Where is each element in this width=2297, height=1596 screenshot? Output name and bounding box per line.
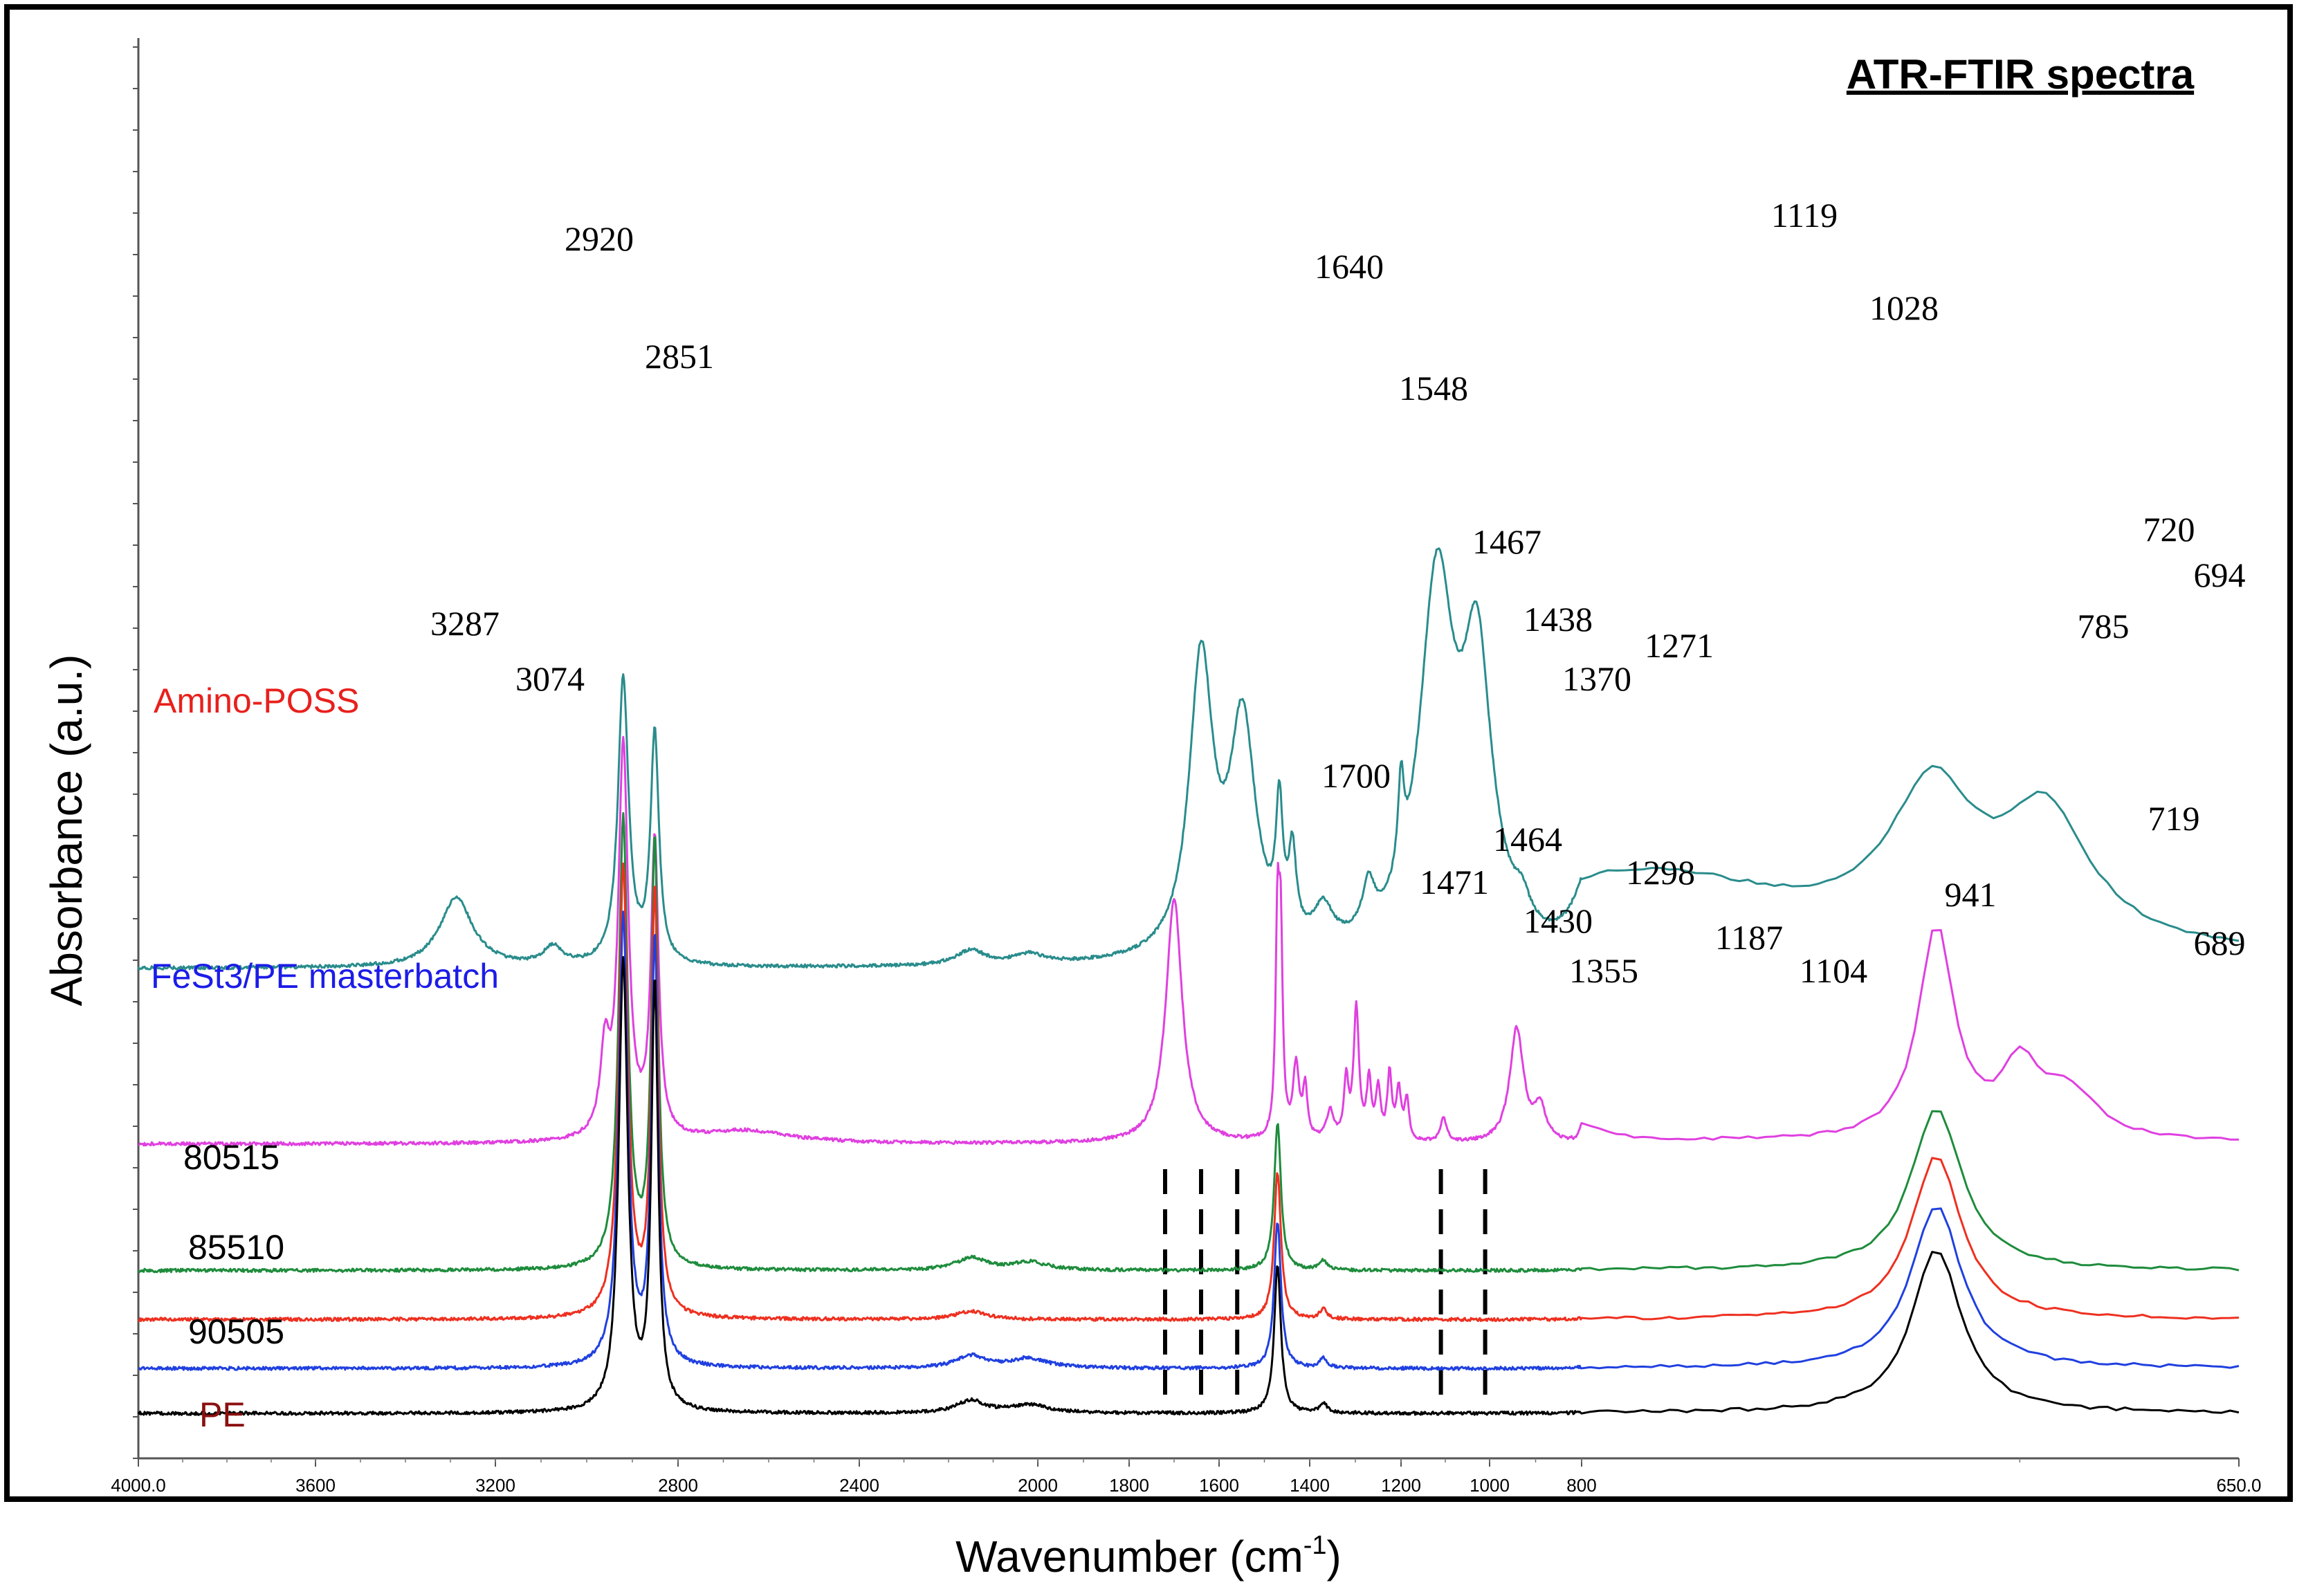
peak-annotation: 1104 <box>1800 951 1867 990</box>
outer-border <box>4 4 2293 1502</box>
x-tick-label: 650.0 <box>2216 1475 2261 1496</box>
x-tick-label: 3600 <box>295 1475 336 1496</box>
peak-annotation: 1640 <box>1315 247 1384 286</box>
x-tick-label: 1400 <box>1290 1475 1330 1496</box>
series-trace-pe <box>137 956 2240 1416</box>
x-tick-label: 800 <box>1566 1475 1596 1496</box>
series-label-85510: 85510 <box>188 1228 284 1267</box>
x-axis-title: Wavenumber (cm-1) <box>955 1531 1342 1581</box>
series-label-80515: 80515 <box>183 1138 280 1177</box>
peak-annotation: 1355 <box>1569 951 1638 990</box>
peak-annotation: 2851 <box>645 337 714 376</box>
peak-annotation: 1464 <box>1493 820 1562 859</box>
x-tick-label: 1600 <box>1199 1475 1239 1496</box>
peak-annotation: 1298 <box>1626 853 1695 892</box>
peak-annotation: 1467 <box>1472 522 1541 561</box>
series-trace-80515 <box>137 811 2240 1274</box>
x-tick-label: 1800 <box>1109 1475 1149 1496</box>
series-labels: Amino-POSS FeSt3/PE masterbatch 80515 85510… <box>151 681 499 1434</box>
peak-annotation: 1187 <box>1715 918 1783 957</box>
peak-annotation: 3074 <box>515 659 585 698</box>
peak-annotation: 2920 <box>565 219 634 258</box>
peak-annotation: 720 <box>2143 510 2195 549</box>
peak-annotation: 719 <box>2148 799 2200 838</box>
series-trace-fest3-pe-masterbatch <box>138 735 2239 1147</box>
peak-annotation: 3287 <box>430 604 500 643</box>
x-axis-title-main: Wavenumber (cm <box>955 1532 1303 1581</box>
x-tick-label: 1000 <box>1470 1475 1510 1496</box>
x-tick-label: 3200 <box>475 1475 515 1496</box>
peak-annotation: 689 <box>2194 924 2246 962</box>
peak-annotation: 941 <box>1945 875 1997 914</box>
chart-title: ATR-FTIR spectra <box>1847 51 2195 98</box>
series-trace-85510 <box>137 862 2240 1322</box>
y-axis-title: Absorbance (a.u.) <box>42 654 91 1007</box>
x-tick-label: 1200 <box>1381 1475 1421 1496</box>
peak-annotation: 1548 <box>1399 369 1468 407</box>
series-label-amino-poss: Amino-POSS <box>154 681 359 720</box>
x-tick-label: 2400 <box>839 1475 879 1496</box>
x-tick-label: 2800 <box>658 1475 698 1496</box>
peak-annotation: 1700 <box>1321 756 1391 795</box>
peak-annotation: 1430 <box>1523 901 1593 940</box>
peak-annotations: 3287 3074 2920 2851 1640 1548 1467 1438 1370 1271… <box>430 196 2246 990</box>
peak-annotation: 785 <box>2078 607 2130 645</box>
series-label-90505: 90505 <box>188 1312 284 1351</box>
peak-annotation: 1119 <box>1771 196 1838 235</box>
x-tick-label: 4000.0 <box>111 1475 166 1496</box>
x-axis-title-sup: -1 <box>1303 1531 1327 1560</box>
peak-annotation: 1438 <box>1523 600 1593 639</box>
series-trace-amino-poss <box>137 547 2240 971</box>
spectra-traces <box>137 547 2240 1416</box>
peak-annotation: 1271 <box>1645 626 1714 665</box>
x-tick-label: 2000 <box>1018 1475 1058 1496</box>
peak-annotation: 1028 <box>1869 288 1939 327</box>
series-label-fest3-pe-masterbatch: FeSt3/PE masterbatch <box>151 957 499 996</box>
peak-annotation: 694 <box>2194 556 2246 594</box>
peak-annotation: 1471 <box>1420 863 1489 901</box>
axes: 4000.0 3600 3200 2800 2400 2000 1800 1600 1400 12… <box>111 38 2262 1496</box>
peak-annotation: 1370 <box>1562 659 1631 698</box>
series-trace-90505 <box>138 910 2240 1371</box>
series-label-pe: PE <box>199 1395 246 1434</box>
x-axis-title-tail: ) <box>1327 1532 1342 1581</box>
